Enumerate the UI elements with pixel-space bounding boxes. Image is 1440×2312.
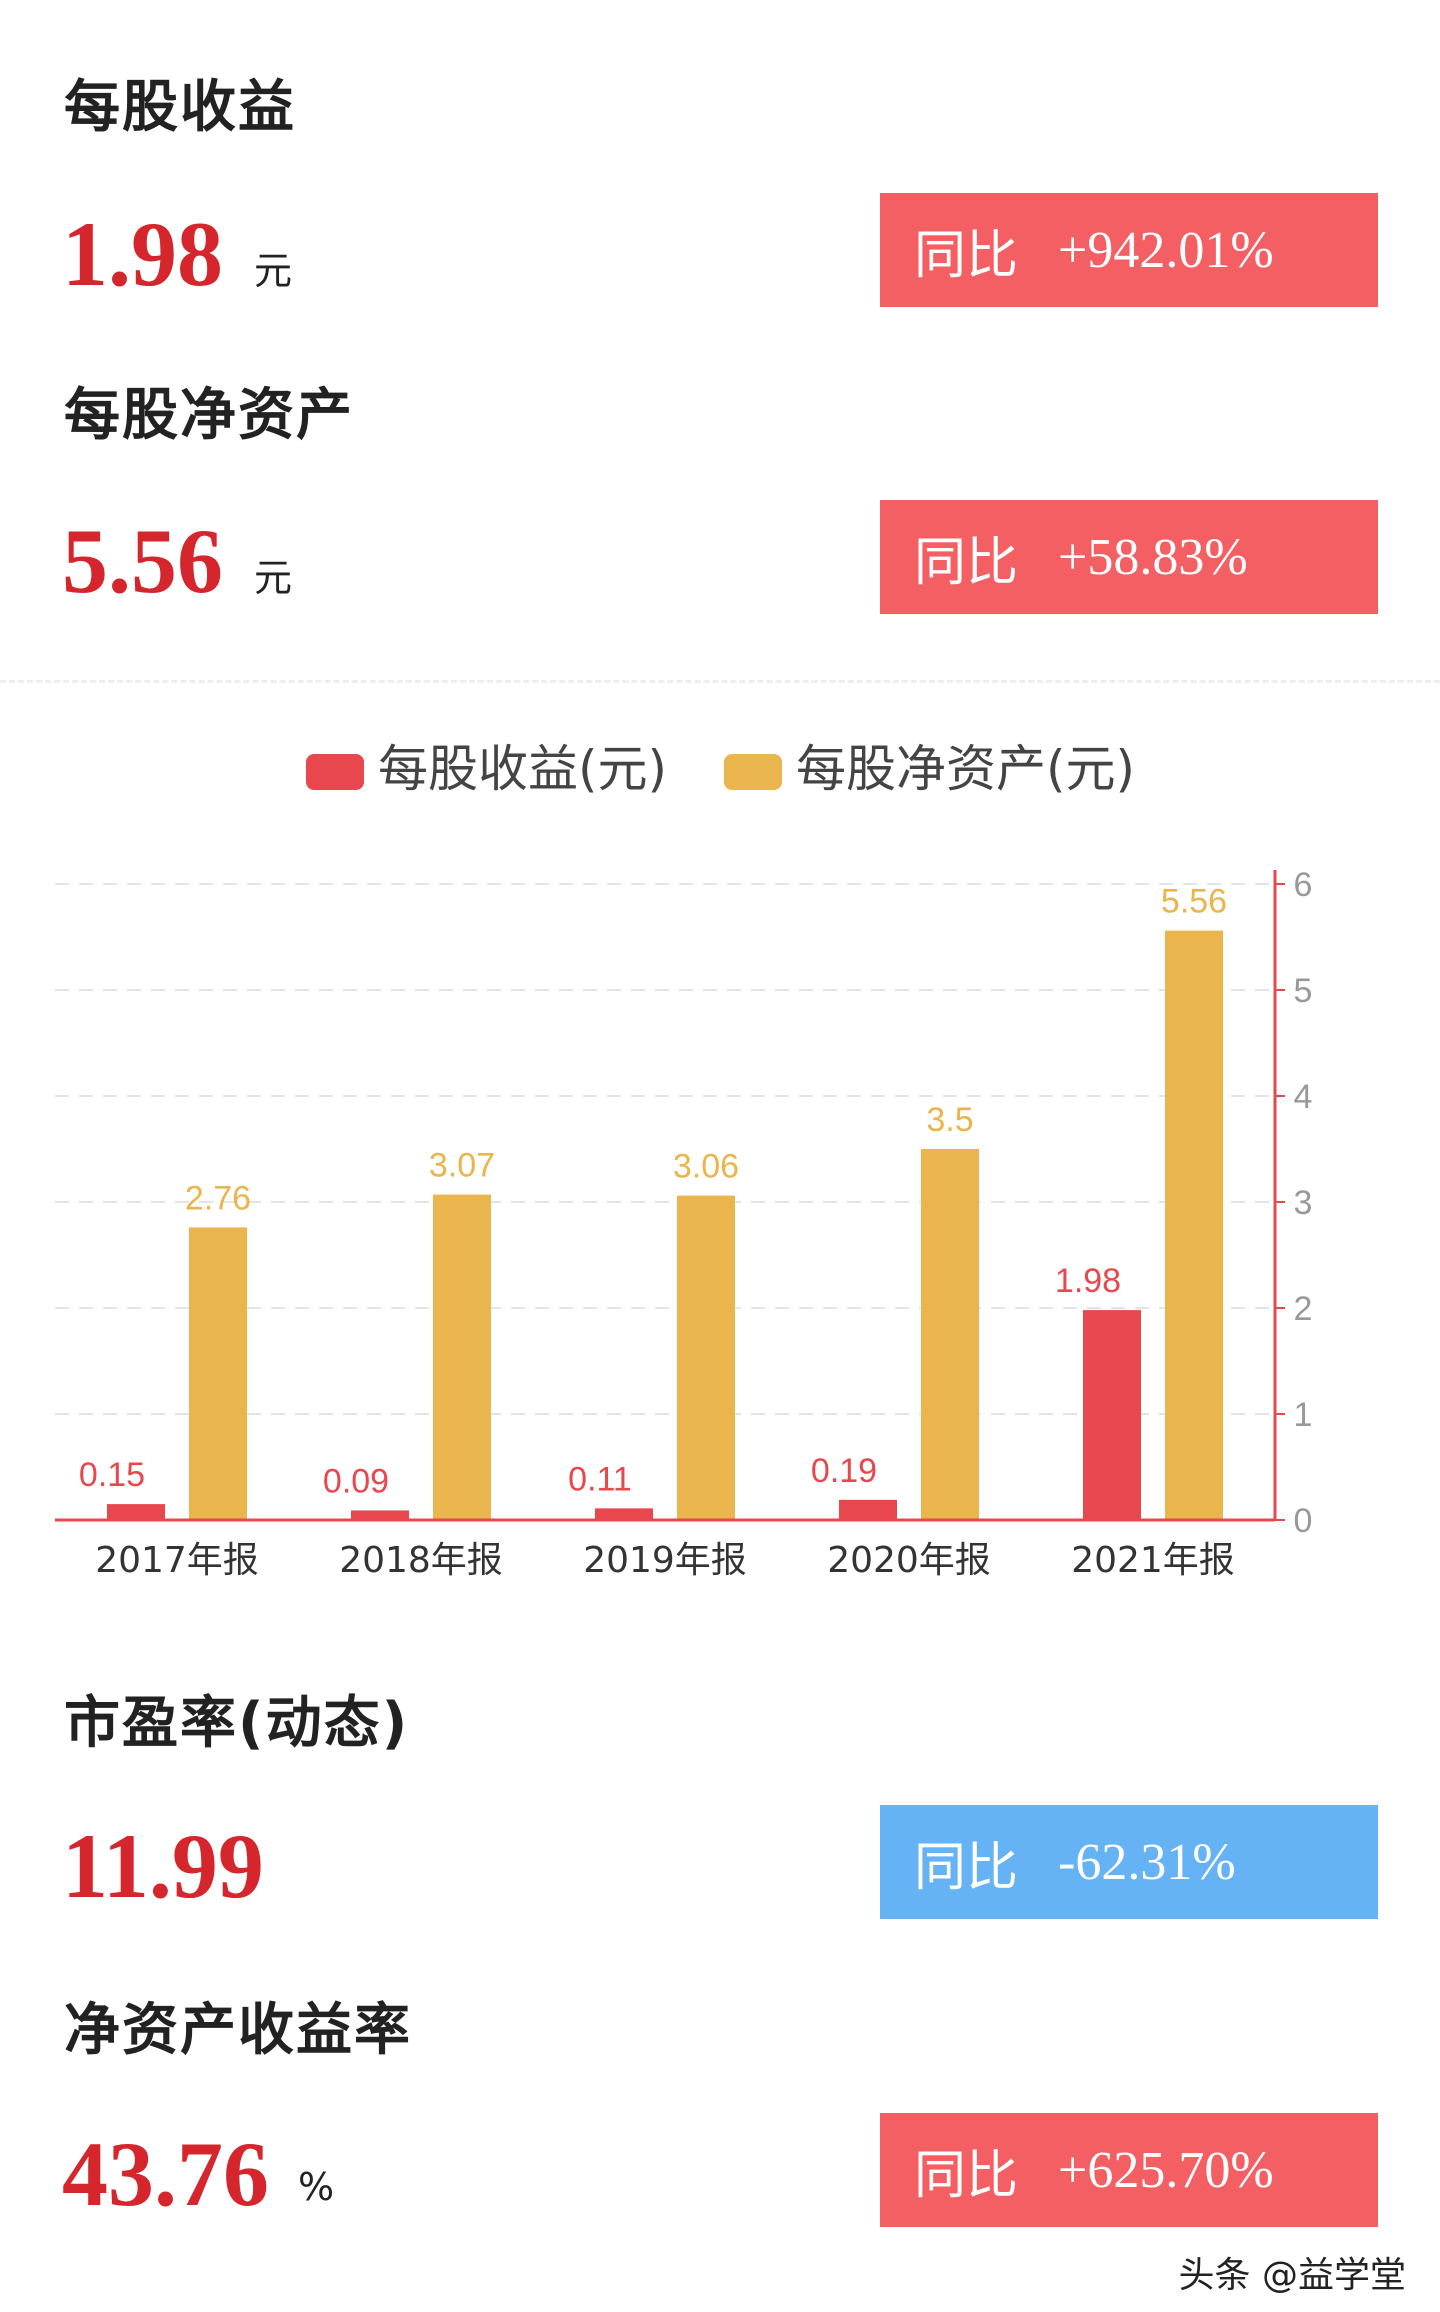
data-label: 3.5 [926,1101,973,1139]
watermark: 头条 @益学堂 [1178,2255,1406,2296]
pe-yoy-badge: 同比 -62.31% [880,1805,1378,1919]
eps-yoy-badge: 同比 +942.01% [880,193,1378,307]
data-labels: 0.15 2.76 0.09 3.07 0.11 3.06 0.19 3.5 1.98 5.56 [79,883,1227,1501]
section-divider [0,680,1440,683]
data-label: 1.98 [1055,1262,1121,1300]
data-label: 2.76 [185,1179,251,1217]
data-label: 5.56 [1161,883,1227,921]
axes: 0 1 2 3 4 5 6 2017年报 2018年报 2019年报 2020年报 2021年报 [55,866,1312,1581]
pe-yoy-value: -62.31% [1058,1833,1236,1891]
eps-yoy-value: +942.01% [1058,221,1274,279]
bvps-title: 每股净资产 [64,383,354,448]
bar [433,1194,491,1520]
data-label: 0.11 [568,1460,632,1498]
bar [107,1504,165,1520]
legend-swatch [306,754,364,790]
roe-yoy-value: +625.70% [1058,2141,1274,2199]
y-tick-label: 6 [1294,866,1313,904]
bar [351,1510,409,1520]
bar [921,1149,979,1520]
legend: 每股收益(元) 每股净资产(元) [306,740,1135,798]
bvps-yoy-label: 同比 [914,532,1019,593]
data-label: 3.06 [673,1148,739,1186]
eps-unit: 元 [254,249,293,293]
bar [189,1227,247,1520]
bar [839,1499,897,1520]
y-tick-label: 3 [1294,1184,1313,1222]
x-tick-label: 2019年报 [583,1540,747,1581]
data-label: 0.15 [79,1456,145,1494]
bar [595,1508,653,1520]
bvps-yoy-badge: 同比 +58.83% [880,500,1378,614]
pe-title: 市盈率(动态) [64,1691,410,1756]
bvps-unit: 元 [254,556,293,600]
roe-value: 43.76 [62,2123,269,2225]
legend-label: 每股收益(元) [378,740,667,798]
roe-title: 净资产收益率 [64,1998,412,2063]
data-label: 0.19 [811,1452,877,1490]
grid-lines [55,883,1275,1415]
y-tick-label: 5 [1294,972,1313,1010]
x-tick-label: 2020年报 [827,1540,991,1581]
bar [1083,1310,1141,1520]
y-tick-label: 1 [1294,1396,1313,1434]
pe-yoy-label: 同比 [914,1837,1019,1898]
data-label: 0.09 [323,1462,389,1500]
pe-value: 11.99 [62,1815,264,1917]
roe-unit: % [298,2165,335,2209]
x-tick-label: 2018年报 [339,1540,503,1581]
y-tick-label: 0 [1294,1502,1313,1540]
x-tick-label: 2021年报 [1071,1540,1235,1581]
eps-value: 1.98 [62,203,223,305]
bar [1165,930,1223,1520]
bvps-yoy-value: +58.83% [1058,528,1248,586]
legend-swatch [724,754,782,790]
x-tick-label: 2017年报 [95,1540,259,1581]
bars [107,930,1223,1520]
roe-yoy-label: 同比 [914,2145,1019,2206]
y-tick-label: 2 [1294,1290,1313,1328]
roe-yoy-badge: 同比 +625.70% [880,2113,1378,2227]
legend-label: 每股净资产(元) [796,740,1135,798]
eps-title: 每股收益 [64,75,296,140]
bvps-value: 5.56 [62,510,223,612]
data-label: 3.07 [429,1147,495,1185]
y-tick-label: 4 [1294,1078,1313,1116]
bar [677,1195,735,1520]
eps-yoy-label: 同比 [914,225,1019,286]
eps-bvps-bar-chart: 0.152.760.093.070.113.060.193.51.985.56 … [55,740,1312,1581]
